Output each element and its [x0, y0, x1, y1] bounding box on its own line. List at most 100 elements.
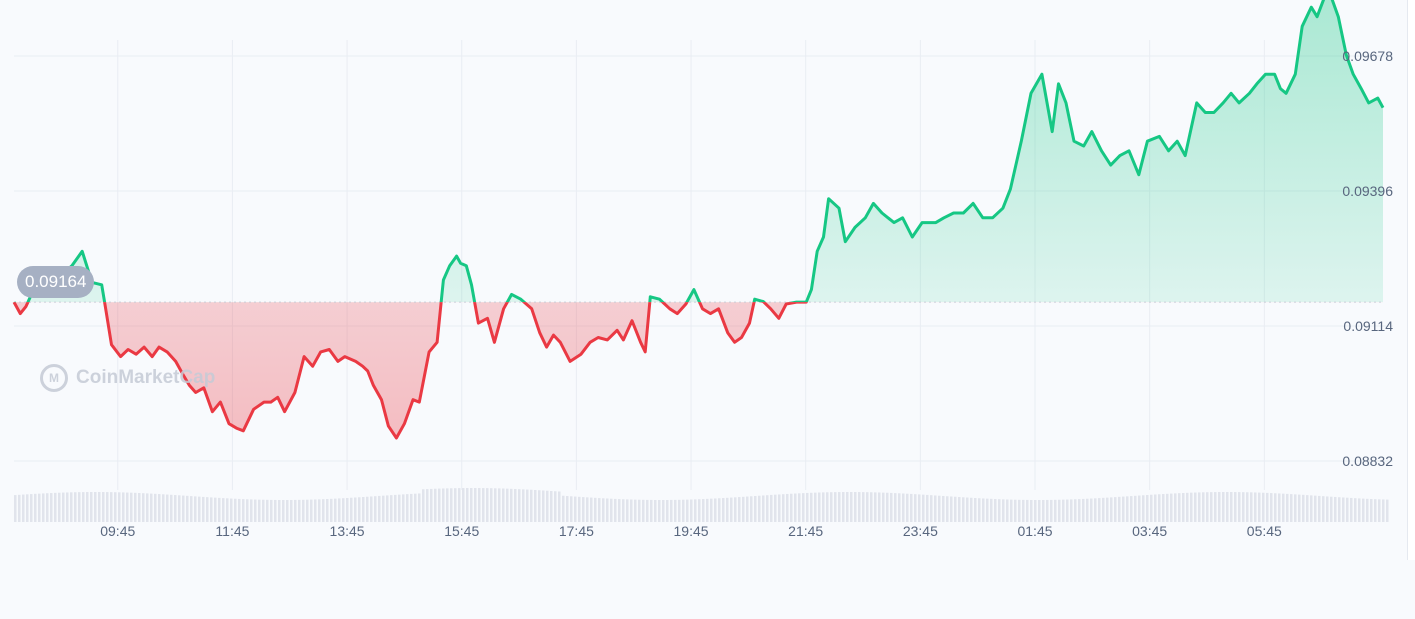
volume-bar [438, 488, 441, 522]
volume-bar [522, 489, 525, 522]
volume-bar [998, 499, 1001, 522]
volume-bar [1198, 492, 1201, 522]
price-line-down[interactable] [12, 0, 1383, 440]
volume-bar [1002, 499, 1005, 522]
x-tick-label: 21:45 [788, 523, 823, 539]
volume-bar [138, 493, 141, 522]
x-tick-label: 23:45 [903, 523, 938, 539]
volume-bar [1150, 494, 1153, 522]
volume-bar [610, 498, 613, 522]
volume-bar [798, 493, 801, 522]
volume-bar [22, 494, 25, 522]
volume-bar [1386, 499, 1389, 522]
volume-bar [722, 498, 725, 522]
scrollbar-edge [1407, 0, 1415, 560]
volume-bar [1186, 492, 1189, 522]
volume-bar [570, 496, 573, 522]
volume-bar [1138, 495, 1141, 522]
volume-bar [1066, 499, 1069, 522]
volume-bar [818, 492, 821, 522]
volume-bar [1298, 494, 1301, 522]
volume-bar [1182, 492, 1185, 522]
volume-bar [734, 497, 737, 522]
volume-bar [946, 496, 949, 522]
volume-bar [378, 495, 381, 522]
volume-bar [518, 489, 521, 522]
volume-bar [94, 492, 97, 522]
volume-bar [270, 499, 273, 522]
volume-bar [626, 499, 629, 522]
volume-bar [398, 494, 401, 522]
volume-bar [782, 494, 785, 522]
volume-bar [474, 488, 477, 522]
volume-bar [978, 498, 981, 522]
volume-bar [566, 496, 569, 522]
x-tick-label: 09:45 [100, 523, 135, 539]
volume-bar [1018, 499, 1021, 522]
volume-bar [1226, 492, 1229, 522]
coinmarketcap-logo-icon: M [40, 364, 68, 392]
price-line-up[interactable] [14, 0, 1385, 438]
volume-bar [1318, 495, 1321, 522]
volume-bar [1126, 496, 1129, 522]
volume-bar [1158, 494, 1161, 522]
volume-bar [562, 495, 565, 522]
volume-bar [402, 494, 405, 522]
volume-bar [754, 495, 757, 522]
volume-bar [738, 497, 741, 522]
y-tick-label: 0.09396 [1342, 183, 1393, 199]
volume-bar [650, 499, 653, 522]
volume-bar [106, 492, 109, 522]
volume-bar [542, 490, 545, 522]
volume-bar [274, 499, 277, 522]
volume-bar [1170, 493, 1173, 522]
y-tick-label: 0.09678 [1342, 48, 1393, 64]
volume-bar [1214, 492, 1217, 522]
volume-bar [14, 495, 17, 522]
volume-bar [126, 492, 129, 522]
volume-bar [454, 488, 457, 522]
volume-bar [422, 489, 425, 522]
volume-bar [1278, 493, 1281, 522]
volume-bar [1030, 499, 1033, 522]
volume-bar [1314, 495, 1317, 522]
volume-bar [1022, 499, 1025, 522]
volume-bar [1242, 492, 1245, 522]
volume-bar [682, 499, 685, 522]
watermark: M CoinMarketCap [40, 364, 215, 392]
volume-bar [42, 493, 45, 522]
volume-bar [394, 494, 397, 522]
volume-bar [330, 498, 333, 522]
volume-bar [918, 494, 921, 522]
volume-bar [730, 497, 733, 522]
volume-bar [374, 496, 377, 522]
y-tick-label: 0.08832 [1342, 453, 1393, 469]
volume-bar [1382, 499, 1385, 522]
volume-bar [1078, 499, 1081, 522]
volume-bar [466, 488, 469, 522]
volume-bar [190, 496, 193, 522]
volume-bar [690, 499, 693, 522]
volume-bar [1206, 492, 1209, 522]
volume-bar [1230, 492, 1233, 522]
volume-bar [670, 499, 673, 522]
volume-bar [118, 492, 121, 522]
volume-bar [558, 491, 561, 522]
x-tick-label: 13:45 [330, 523, 365, 539]
volume-bar [482, 488, 485, 522]
volume-bar [666, 499, 669, 522]
volume-bar [1026, 499, 1029, 522]
volume-bar [530, 489, 533, 522]
volume-bar [926, 494, 929, 522]
volume-bar [594, 497, 597, 522]
volume-bar [1090, 498, 1093, 522]
watermark-text: CoinMarketCap [76, 367, 216, 388]
volume-bar [66, 492, 69, 522]
volume-bar [870, 492, 873, 522]
volume-bar [298, 499, 301, 522]
volume-bar [186, 495, 189, 522]
volume-bar [1166, 493, 1169, 522]
volume-bar [282, 499, 285, 522]
